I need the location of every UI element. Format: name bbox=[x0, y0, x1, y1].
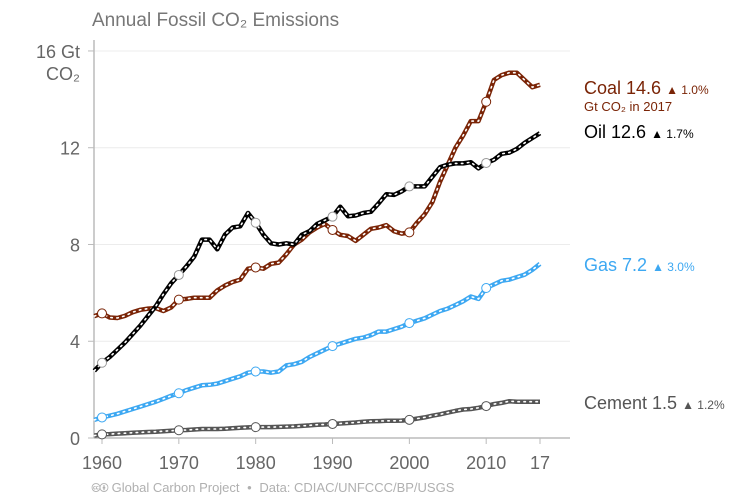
y-tick-label: 4 bbox=[70, 332, 80, 352]
gas-decade-marker bbox=[404, 318, 415, 329]
gas-label: Gas 7.2 ▲ 3.0% bbox=[584, 255, 695, 276]
cement-change: ▲ 1.2% bbox=[682, 398, 725, 412]
gas-change: ▲ 3.0% bbox=[652, 260, 695, 274]
coal-decade-marker bbox=[97, 308, 107, 319]
cement-decade-marker bbox=[481, 401, 492, 412]
x-tick-label: 1960 bbox=[82, 453, 122, 473]
coal-label: Coal 14.6 ▲ 1.0% bbox=[584, 78, 709, 99]
cement-decade-marker bbox=[97, 429, 107, 440]
coal-value: Coal 14.6 bbox=[584, 78, 662, 98]
gas-decade-marker bbox=[173, 388, 184, 399]
cement-decade-marker bbox=[250, 422, 261, 433]
y-axis-unit-label: 16 Gt bbox=[36, 42, 80, 62]
y-tick-label: 8 bbox=[70, 235, 80, 255]
x-tick-label: 17 bbox=[530, 453, 550, 473]
coal-decade-marker bbox=[404, 227, 415, 238]
footer-source: Global Carbon Project bbox=[111, 480, 240, 495]
x-tick-label: 2010 bbox=[466, 453, 506, 473]
gas-decade-marker bbox=[327, 341, 338, 352]
coal-decade-marker bbox=[173, 294, 184, 305]
cement-decade-marker bbox=[173, 425, 184, 436]
oil-label: Oil 12.6 ▲ 1.7% bbox=[584, 122, 694, 143]
footer-data: Data: CDIAC/UNFCCC/BP/USGS bbox=[259, 480, 455, 495]
oil-decade-marker bbox=[173, 269, 184, 280]
footer-separator: • bbox=[247, 480, 252, 495]
cement-value: Cement 1.5 bbox=[584, 393, 678, 413]
coal-unit-note: Gt CO₂ in 2017 bbox=[584, 99, 673, 114]
gas-decade-marker bbox=[250, 366, 261, 377]
cement-line bbox=[93, 398, 540, 438]
y-tick-label: 0 bbox=[70, 429, 80, 449]
coal-decade-marker bbox=[327, 224, 338, 235]
oil-decade-marker bbox=[404, 181, 415, 192]
cement-line-dots bbox=[93, 400, 541, 437]
oil-decade-marker bbox=[250, 217, 261, 228]
x-tick-label: 1980 bbox=[236, 453, 276, 473]
gas-value: Gas 7.2 bbox=[584, 255, 648, 275]
creative-commons-by-icon: 🅭🅯 bbox=[92, 480, 108, 495]
coal-line-dots bbox=[93, 71, 541, 319]
chart-title: Annual Fossil CO₂ Emissions bbox=[92, 10, 340, 31]
cement-decade-marker bbox=[327, 418, 338, 429]
y-axis-unit-label: CO₂ bbox=[46, 64, 80, 84]
cement-label: Cement 1.5 ▲ 1.2% bbox=[584, 393, 725, 414]
oil-line bbox=[92, 131, 542, 373]
cement-decade-marker bbox=[404, 414, 415, 425]
y-tick-label: 12 bbox=[60, 139, 80, 159]
oil-decade-marker bbox=[97, 357, 107, 368]
oil-decade-marker bbox=[481, 157, 492, 168]
oil-decade-marker bbox=[327, 211, 338, 222]
coal-line bbox=[93, 70, 541, 321]
footer: 🅭🅯 Global Carbon Project • Data: CDIAC/U… bbox=[92, 480, 454, 496]
gas-line bbox=[93, 262, 542, 423]
coal-decade-marker bbox=[250, 262, 261, 273]
x-tick-label: 1990 bbox=[312, 453, 352, 473]
gas-line-dots bbox=[93, 263, 541, 421]
oil-change: ▲ 1.7% bbox=[651, 127, 694, 141]
coal-decade-marker bbox=[481, 96, 492, 107]
gas-decade-marker bbox=[97, 412, 107, 423]
gas-decade-marker bbox=[481, 283, 492, 294]
oil-value: Oil 12.6 bbox=[584, 122, 647, 142]
x-tick-label: 2000 bbox=[389, 453, 429, 473]
oil-line-dots bbox=[93, 132, 541, 372]
coal-change: ▲ 1.0% bbox=[666, 83, 709, 97]
x-tick-label: 1970 bbox=[159, 453, 199, 473]
